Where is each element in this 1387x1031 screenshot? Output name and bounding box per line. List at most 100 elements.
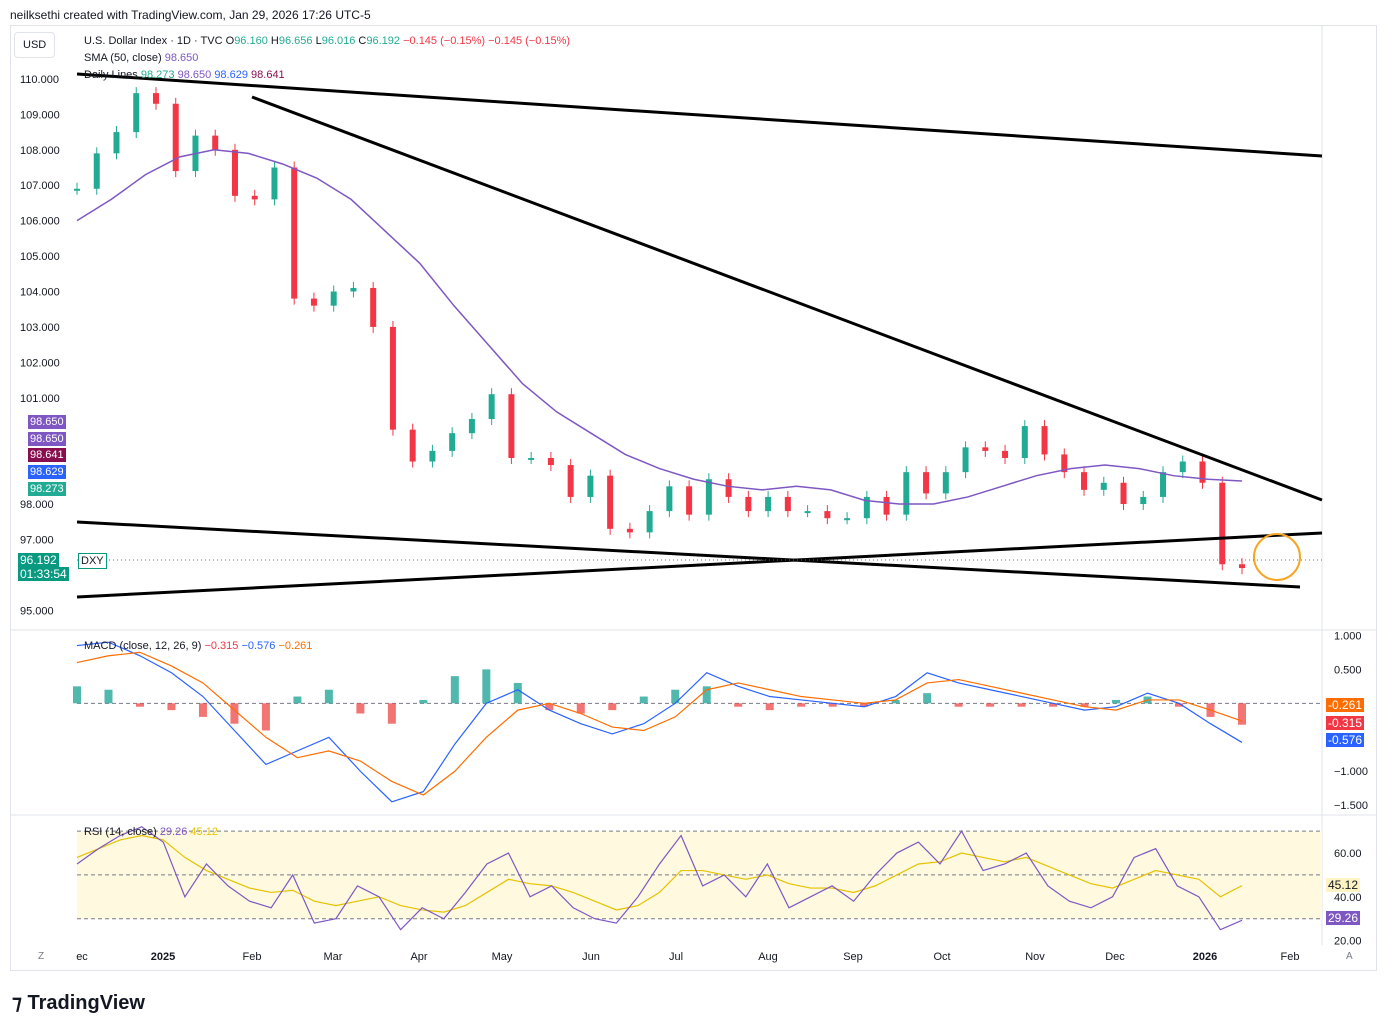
time-tick: Sep: [843, 951, 863, 963]
macd-histogram-bar: [513, 682, 522, 704]
candle-body: [923, 472, 930, 494]
candle-body: [74, 188, 80, 191]
trendline-upper: [76, 72, 1323, 158]
rsi-ma-tag: 45.12: [1326, 878, 1361, 892]
candle-body: [468, 419, 475, 434]
price-tag-sma20: 98.273: [28, 482, 66, 496]
trendline-rising: [76, 531, 1323, 599]
daily-val-1: 98.273: [140, 69, 175, 81]
tv-brand: TradingView: [27, 992, 145, 1014]
macd-histogram-bar: [104, 689, 113, 704]
price-tag-sma50b: 98.650: [28, 432, 66, 446]
candle-body: [291, 167, 298, 299]
candle-body: [1120, 482, 1127, 505]
time-tick: 2026: [1193, 951, 1217, 963]
zoom-button[interactable]: Z: [38, 951, 45, 962]
last-price-tag: 96.192: [18, 553, 59, 567]
high-value: 96.656: [278, 35, 313, 47]
candle-body: [903, 472, 910, 515]
macd-line-tag: -0.576: [1326, 733, 1365, 747]
macd-histogram-bar: [1175, 703, 1184, 707]
price-tick: 105.000: [20, 251, 60, 263]
price-tag-sma200: 98.641: [28, 448, 66, 462]
change-value: −0.145 (−0.15%): [403, 35, 486, 47]
chart-frame: [10, 25, 1377, 971]
macd-signal-tag: -0.261: [1326, 698, 1365, 712]
time-tick: Nov: [1025, 951, 1045, 963]
candle-body: [409, 429, 416, 462]
candle-body: [310, 298, 317, 306]
price-tick: 104.000: [20, 286, 60, 298]
auto-scale-button[interactable]: A: [1346, 951, 1353, 962]
symbol-tag: DXY: [78, 553, 107, 569]
sma-label: SMA (50, close): [84, 52, 162, 64]
candle-body: [666, 486, 673, 512]
trendline-lower: [76, 520, 1301, 589]
candle-body: [962, 447, 969, 473]
macd-histogram-bar: [135, 703, 144, 707]
macd-histogram-bar: [608, 703, 617, 711]
macd-histogram-bar: [1049, 703, 1058, 707]
candle-body: [824, 511, 831, 519]
price-tag-sma100: 98.629: [28, 465, 66, 479]
macd-tick: 0.500: [1334, 664, 1362, 676]
candle-body: [172, 103, 179, 172]
macd-label: MACD (close, 12, 26, 9): [84, 640, 202, 652]
rsi-tag: 29.26: [1326, 911, 1361, 925]
candle-body: [429, 450, 436, 462]
macd-line: [76, 641, 1243, 803]
candle-body: [765, 496, 772, 512]
price-tick: 110.000: [20, 74, 59, 86]
currency-button[interactable]: USD: [14, 32, 56, 58]
macd-histogram-bar: [73, 686, 81, 704]
macd-signal-line: [76, 651, 1243, 796]
candle-body: [1021, 426, 1028, 458]
close-label: C: [358, 35, 367, 47]
high-label: H: [270, 35, 279, 47]
main-legend: U.S. Dollar Index · 1D · TVC O96.160 H96…: [84, 35, 570, 47]
macd-histogram-bar: [576, 703, 585, 714]
price-tick: 97.000: [20, 534, 54, 546]
tv-logo-icon: ⁊: [12, 992, 22, 1014]
price-tick: 106.000: [20, 216, 60, 228]
macd-histogram-bar: [356, 703, 365, 714]
macd-histogram-bar: [482, 669, 491, 704]
daily-val-4: 98.641: [251, 69, 285, 81]
candle-body: [1140, 496, 1147, 505]
macd-histogram-bar: [1017, 703, 1026, 707]
rsi-tick: 20.00: [1334, 936, 1362, 948]
candle-body: [133, 93, 140, 133]
candle-body: [686, 486, 693, 515]
time-tick: Dec: [1105, 951, 1125, 963]
candle-body: [1002, 450, 1009, 458]
daily-lines-label: Daily Lines: [84, 69, 138, 81]
candle-body: [725, 479, 732, 497]
time-tick: Oct: [933, 951, 950, 963]
macd-legend: MACD (close, 12, 26, 9) −0.315 −0.576 −0…: [84, 640, 312, 652]
candle-body: [646, 511, 653, 533]
price-tick: 108.000: [20, 145, 60, 157]
low-value: 96.016: [321, 35, 356, 47]
candle-body: [705, 479, 712, 515]
countdown-timer: 01:33:54: [18, 567, 69, 581]
macd-histogram-bar: [891, 699, 900, 704]
candle-body: [1179, 461, 1186, 473]
sma-value: 98.650: [164, 52, 199, 64]
macd-histogram-bar: [261, 703, 270, 731]
price-tick: 103.000: [20, 322, 60, 334]
sma50-line: [76, 149, 1243, 505]
candle-body: [1081, 472, 1088, 490]
candle-body: [547, 457, 554, 466]
time-tick: Jun: [582, 951, 600, 963]
candle-body: [883, 496, 890, 515]
candle-body: [389, 326, 396, 430]
price-tick: 101.000: [20, 393, 60, 405]
candle-body: [1160, 472, 1167, 497]
macd-histogram-bar: [1238, 703, 1246, 725]
rsi-val-1: 29.26: [159, 826, 188, 838]
macd-tick: 1.000: [1334, 630, 1362, 642]
candle-body: [1239, 564, 1245, 569]
candle-body: [745, 496, 752, 512]
macd-histogram-bar: [954, 703, 963, 707]
